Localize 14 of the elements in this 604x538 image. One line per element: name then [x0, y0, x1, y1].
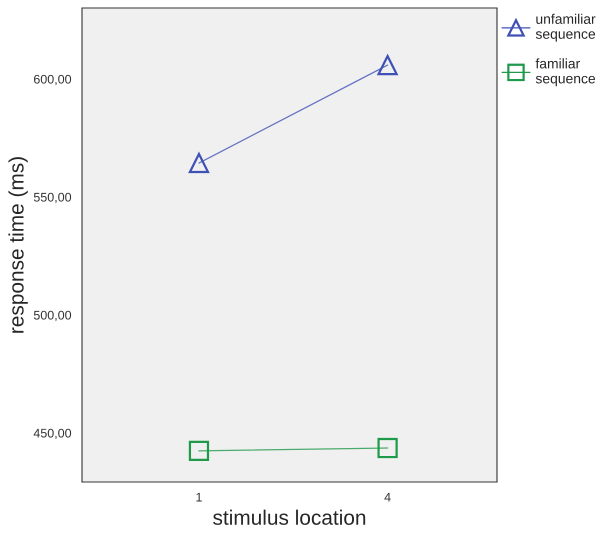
y-tick-label: 600,00 [34, 74, 72, 86]
point [377, 54, 398, 76]
y-tick-label: 550,00 [34, 192, 72, 204]
x-tick-label: 4 [384, 492, 391, 502]
point [377, 438, 398, 458]
legend-label: unfamiliar sequence [536, 14, 596, 42]
point [188, 152, 210, 174]
y-tick-label: 500,00 [34, 310, 72, 322]
x-axis-title: stimulus location [213, 510, 366, 525]
point [188, 440, 210, 461]
legend-label: familiar sequence [536, 58, 596, 86]
y-tick-label: 450,00 [34, 428, 72, 440]
x-tick-label: 1 [196, 492, 202, 502]
y-axis-title: response time (ms) [8, 157, 28, 333]
